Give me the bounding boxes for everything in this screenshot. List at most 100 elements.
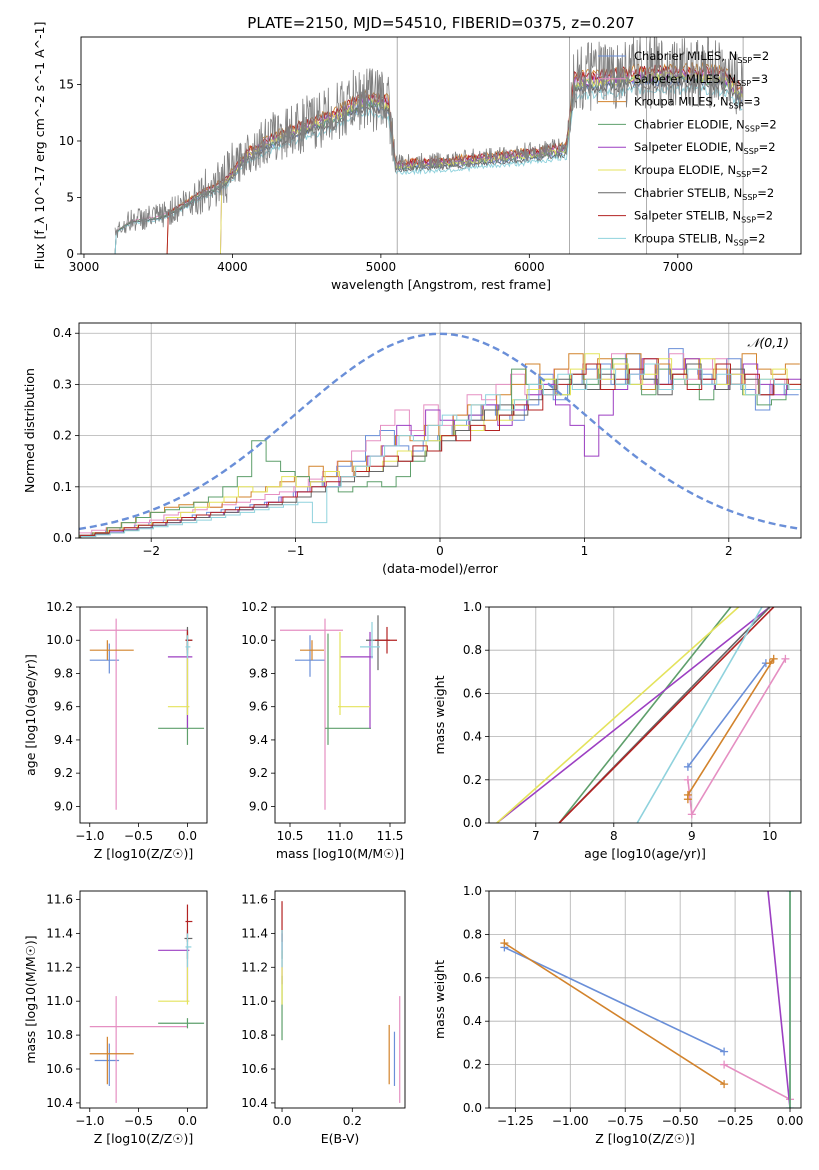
residuals-frame bbox=[78, 322, 802, 539]
mass-weight-vs-Z-xtick-label: −0.25 bbox=[717, 1114, 754, 1128]
legend-label: Kroupa STELIB, NSSP=2 bbox=[634, 231, 765, 247]
mass-weight-vs-Z-ytick-label: 0.0 bbox=[463, 1101, 482, 1115]
mass-vs-Z-ytick-label: 11.2 bbox=[46, 960, 73, 974]
legend-label: Salpeter ELODIE, NSSP=2 bbox=[634, 140, 776, 156]
residual-histogram-step bbox=[79, 353, 801, 538]
mass-vs-Z-xlabel: Z [log10(Z/Z☉)] bbox=[94, 1131, 194, 1146]
mass-weight-vs-age-ytick-label: 0.4 bbox=[463, 730, 482, 744]
spectrum-xtick-label: 3000 bbox=[69, 260, 100, 274]
spectrum-xtick-label: 5000 bbox=[366, 260, 397, 274]
age-vs-Z-panel: −1.0 −0.5 0.0 9.0 9.2 9.4 9.6 9.8 10.0 10.2 Z [log… bbox=[23, 600, 208, 861]
mass-vs-EBV-panel: 0.0 0.2 10.4 10.6 10.8 11.0 11.2 11.4 11.6 E(B-V) bbox=[241, 890, 406, 1146]
mass-weight-vs-Z-ylabel: mass weight bbox=[432, 960, 447, 1039]
mass-vs-EBV-ytick-label: 11.4 bbox=[241, 926, 268, 940]
mass-weight-vs-age-xtick-label: 9 bbox=[688, 829, 696, 843]
mass-weight-vs-age-xtick-label: 8 bbox=[610, 829, 618, 843]
residual-histogram-step bbox=[80, 358, 801, 538]
mass-vs-EBV-frame bbox=[274, 890, 406, 1109]
spectrum-title: PLATE=2150, MJD=54510, FIBERID=0375, z=0… bbox=[247, 14, 634, 32]
mass-weight-vs-Z-xtick-label: −0.75 bbox=[607, 1114, 644, 1128]
age-vs-mass-frame bbox=[274, 606, 406, 824]
mass-weight-vs-age-ytick-label: 1.0 bbox=[463, 600, 482, 614]
mass-weight-vs-age-ytick-label: 0.2 bbox=[463, 773, 482, 787]
residuals-ytick-label: 0.3 bbox=[53, 377, 72, 391]
spectrum-xtick-label: 4000 bbox=[217, 260, 248, 274]
age-vs-Z-xtick-label: 0.0 bbox=[178, 829, 197, 843]
mass-weight-vs-Z-xtick-label: −1.25 bbox=[497, 1114, 534, 1128]
mass-weight-vs-Z-weight-line bbox=[504, 946, 725, 1053]
mass-vs-Z-ytick-label: 11.4 bbox=[46, 926, 73, 940]
mass-vs-Z-ytick-label: 11.6 bbox=[46, 892, 73, 906]
mass-weight-vs-age-weight-line bbox=[558, 607, 775, 823]
mass-vs-EBV-ytick-label: 11.0 bbox=[241, 994, 268, 1008]
age-vs-Z-ytick-label: 10.0 bbox=[46, 633, 73, 647]
age-vs-Z-ytick-label: 9.2 bbox=[54, 766, 73, 780]
age-vs-Z-ytick-label: 9.0 bbox=[54, 799, 73, 813]
mass-weight-vs-age-weight-line bbox=[636, 607, 763, 823]
mass-weight-vs-Z-weight-line bbox=[723, 1063, 791, 1101]
age-vs-mass-xlabel: mass [log10(M/M☉)] bbox=[276, 846, 404, 861]
mass-vs-Z-xtick-label: 0.0 bbox=[178, 1114, 197, 1128]
mass-vs-EBV-ytick-label: 11.6 bbox=[241, 892, 268, 906]
residuals-ytick-label: 0.4 bbox=[53, 326, 72, 340]
spectrum-ytick-label: 5 bbox=[66, 190, 74, 204]
spectrum-data-line bbox=[114, 37, 744, 238]
spectrum-xtick-label: 6000 bbox=[514, 260, 545, 274]
age-vs-Z-xtick-label: −0.5 bbox=[124, 829, 153, 843]
mass-weight-vs-age-xtick-label: 10 bbox=[762, 829, 777, 843]
mass-weight-vs-Z-plot-area bbox=[489, 891, 801, 1108]
age-vs-Z-ytick-label: 10.2 bbox=[46, 600, 73, 614]
residuals-xtick-label: 1 bbox=[581, 544, 589, 558]
normal-curve bbox=[79, 332, 801, 531]
residuals-ylabel: Normed distribution bbox=[22, 368, 37, 493]
age-vs-mass-xtick-label: 10.5 bbox=[277, 829, 304, 843]
mass-vs-EBV-ytick-label: 10.8 bbox=[241, 1028, 268, 1042]
mass-weight-vs-age-plot-area bbox=[489, 607, 801, 823]
mass-weight-vs-Z-panel: −1.25 −1.00 −0.75 −0.50 −0.25 0.00 0.0 0.2 0.4 0.… bbox=[432, 884, 803, 1146]
age-vs-Z-plot-area bbox=[89, 618, 205, 810]
age-vs-mass-xtick-label: 11.0 bbox=[327, 829, 354, 843]
spectrum-xlabel: wavelength [Angstrom, rest frame] bbox=[331, 277, 551, 292]
residuals-ytick-label: 0.2 bbox=[53, 429, 72, 443]
mass-weight-vs-age-xtick-label: 7 bbox=[532, 829, 540, 843]
mass-weight-vs-Z-xlabel: Z [log10(Z/Z☉)] bbox=[595, 1131, 695, 1146]
spectrum-ylabel: Flux [f_λ 10^-17 erg cm^-2 s^-1 A^-1] bbox=[32, 22, 47, 270]
mass-vs-Z-ytick-label: 10.6 bbox=[46, 1062, 73, 1076]
legend-label: Salpeter MILES, NSSP=3 bbox=[634, 72, 768, 88]
mass-vs-Z-xtick-label: −1.0 bbox=[75, 1114, 104, 1128]
legend-label: Kroupa MILES, NSSP=3 bbox=[634, 95, 760, 111]
age-vs-mass-ytick-label: 9.8 bbox=[249, 666, 268, 680]
age-vs-Z-xlabel: Z [log10(Z/Z☉)] bbox=[94, 846, 194, 861]
mass-weight-vs-Z-ytick-label: 0.4 bbox=[463, 1014, 482, 1028]
residual-histogram-step bbox=[79, 353, 800, 534]
mass-vs-Z-frame bbox=[79, 890, 208, 1109]
mass-weight-vs-age-ytick-label: 0.6 bbox=[463, 686, 482, 700]
mass-vs-EBV-ytick-label: 11.2 bbox=[241, 960, 268, 974]
age-vs-mass-ytick-label: 9.0 bbox=[249, 799, 268, 813]
mass-weight-vs-age-ylabel: mass weight bbox=[432, 675, 447, 754]
mass-weight-vs-age-weight-line bbox=[496, 607, 771, 823]
legend-label: Kroupa ELODIE, NSSP=2 bbox=[634, 163, 768, 179]
spectrum-plot-area bbox=[114, 37, 744, 254]
mass-weight-vs-Z-ytick-label: 0.8 bbox=[463, 927, 482, 941]
mass-weight-vs-age-weight-line bbox=[687, 662, 767, 768]
age-vs-Z-xtick-label: −1.0 bbox=[75, 829, 104, 843]
spectrum-ytick-label: 10 bbox=[59, 134, 74, 148]
residuals-xtick-label: 0 bbox=[436, 544, 444, 558]
mass-weight-vs-Z-weight-line bbox=[767, 891, 791, 1108]
mass-weight-vs-Z-xtick-label: −0.50 bbox=[662, 1114, 699, 1128]
mass-weight-vs-age-weight-line bbox=[558, 607, 732, 823]
age-vs-Z-frame bbox=[79, 606, 208, 824]
mass-weight-vs-Z-weight-line bbox=[503, 942, 725, 1085]
residual-histogram-step bbox=[80, 363, 801, 538]
mass-vs-EBV-xtick-label: 0.0 bbox=[272, 1114, 291, 1128]
residuals-ytick-label: 0.0 bbox=[53, 531, 72, 545]
mass-weight-vs-age-frame bbox=[488, 606, 802, 824]
mass-weight-vs-Z-ytick-label: 1.0 bbox=[463, 884, 482, 898]
mass-vs-EBV-plot-area bbox=[281, 901, 401, 1103]
age-vs-Z-ytick-label: 9.6 bbox=[54, 700, 73, 714]
spectrum-ytick-label: 15 bbox=[59, 77, 74, 91]
age-vs-Z-ytick-label: 9.8 bbox=[54, 666, 73, 680]
mass-vs-Z-panel: −1.0 −0.5 0.0 10.4 10.6 10.8 11.0 11.2 11.4 11.6 Z… bbox=[23, 890, 208, 1146]
